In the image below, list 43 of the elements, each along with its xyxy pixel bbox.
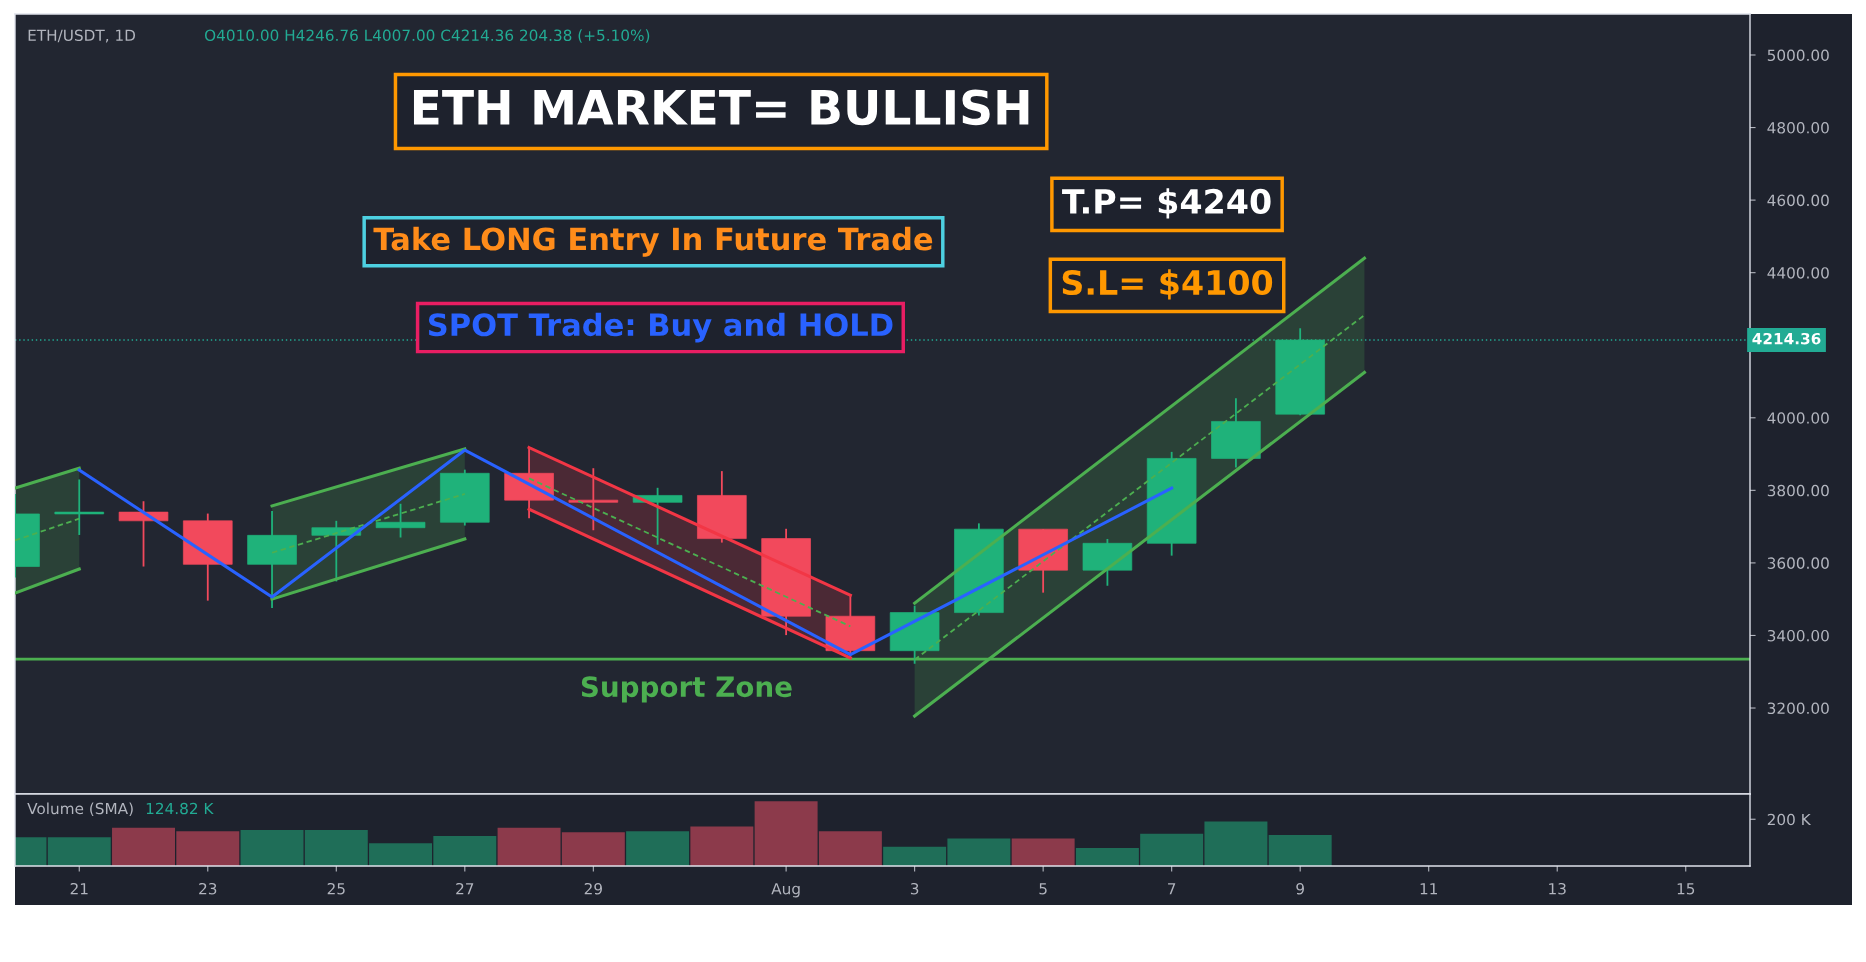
y-tick-label: 200 K xyxy=(1767,813,1812,826)
ref-line-label: Support Zone xyxy=(581,676,792,703)
x-tick-label: 5 xyxy=(1039,883,1047,895)
annotation: Take LONG Entry In Future Trade xyxy=(373,226,933,257)
line-series xyxy=(77,448,1174,657)
candlestick xyxy=(375,502,426,539)
x-tick-label: 15 xyxy=(1677,883,1695,895)
annotation: T.P= $4240 xyxy=(1062,188,1271,219)
chart-title: Volume (SMA) xyxy=(27,802,133,817)
annotation: O4010.00 H4246.76 L4007.00 C4214.36 204.38 (+5.10%) xyxy=(204,29,650,43)
y-tick-label: 4600.00 xyxy=(1767,194,1829,207)
x-tick-label: Aug xyxy=(771,883,800,898)
x-tick-label: 13 xyxy=(1549,882,1566,895)
bar xyxy=(626,831,690,866)
y-tick-label: 3200.00 xyxy=(1767,702,1829,715)
y-tick-label: 4800.00 xyxy=(1767,122,1829,134)
text: ETH/USDT, 1D xyxy=(28,29,136,43)
candlestick xyxy=(568,467,619,532)
x-tick-label: 29 xyxy=(584,882,602,895)
x-tick-label: 25 xyxy=(327,882,345,895)
x-tick-label: 27 xyxy=(456,882,474,895)
x-tick-label: 11 xyxy=(1420,883,1438,895)
y-tick-label: 4000.00 xyxy=(1767,412,1829,424)
x-tick-label: 7 xyxy=(1168,883,1176,895)
x-tick-label: 9 xyxy=(1296,882,1304,895)
annotation: SPOT Trade: Buy and HOLD xyxy=(428,312,893,343)
y-tick-label: 3800.00 xyxy=(1767,484,1829,497)
y-tick-label: 5000.00 xyxy=(1767,49,1829,62)
candlestick xyxy=(54,478,105,536)
ref-line-label: 4214.36 xyxy=(1752,332,1821,345)
x-tick-label: 23 xyxy=(199,882,217,895)
bar xyxy=(690,826,754,866)
bar xyxy=(1011,838,1075,866)
bar xyxy=(1268,834,1332,866)
y-tick-label: 4400.00 xyxy=(1767,267,1829,279)
x-tick-label: 21 xyxy=(70,882,88,895)
y-tick-label: 3400.00 xyxy=(1767,629,1829,642)
annotation: S.L= $4100 xyxy=(1062,269,1273,300)
annotation: ETH MARKET= BULLISH xyxy=(413,89,1029,126)
y-tick-label: 3600.00 xyxy=(1767,557,1829,569)
x-tick-label: 3 xyxy=(910,882,919,895)
candlestick xyxy=(118,500,169,568)
annotation: 124.82 K xyxy=(146,802,214,815)
